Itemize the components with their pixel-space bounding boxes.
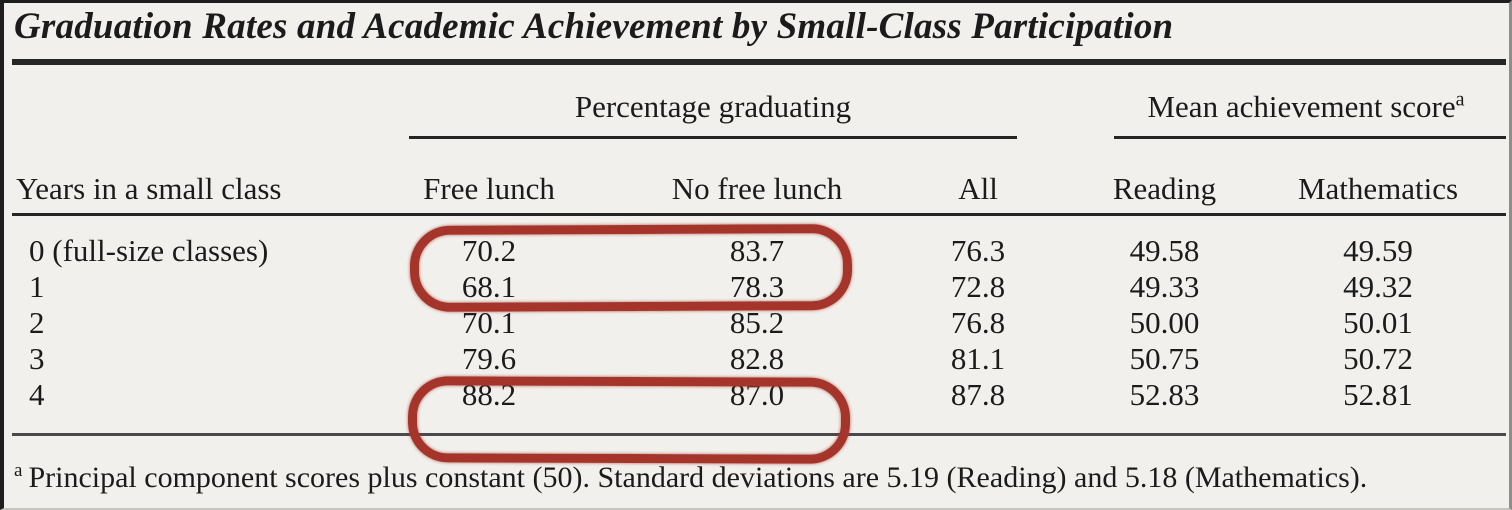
cell-mathematics: 52.81 [1343,377,1413,412]
table-body: 0 (full-size classes) 70.2 83.7 76.3 49.… [4,233,1509,413]
column-header-all: All [958,171,998,206]
cell-no-free-lunch: 78.3 [729,269,785,304]
table-title: Graduation Rates and Academic Achievemen… [14,6,1174,47]
cell-free-lunch: 68.1 [461,269,517,304]
table-row: 0 (full-size classes) 70.2 83.7 76.3 49.… [4,233,1509,269]
cell-no-free-lunch: 85.2 [729,305,785,340]
footnote-text: Principal component scores plus constant… [28,461,1368,494]
column-header-mathematics: Mathematics [1297,171,1459,206]
percentage-graduating-underline [409,136,1017,139]
row-label: 1 [29,269,45,304]
cell-all: 72.8 [950,269,1006,304]
cell-mathematics: 50.72 [1343,341,1413,376]
cell-no-free-lunch: 87.0 [729,377,785,412]
cell-free-lunch: 88.2 [461,377,517,412]
cell-mathematics: 50.01 [1343,305,1413,340]
table-row: 1 68.1 78.3 72.8 49.33 49.32 [4,269,1509,305]
row-label: 2 [29,305,45,340]
cell-reading: 50.75 [1129,341,1200,376]
cell-reading: 52.83 [1129,377,1200,412]
cell-all: 87.8 [950,377,1006,412]
title-rule [12,59,1506,65]
table-bottom-rule [12,433,1506,436]
footnote-marker: a [14,460,23,481]
cell-free-lunch: 70.2 [461,233,517,268]
cell-no-free-lunch: 83.7 [729,233,785,268]
column-group-percentage-graduating: Percentage graduating [574,89,852,124]
column-header-years-in-small-class: Years in a small class [16,171,282,206]
row-label: 0 (full-size classes) [29,233,269,268]
cell-all: 76.3 [950,233,1006,268]
cell-mathematics: 49.32 [1343,269,1413,304]
row-label: 4 [29,377,45,412]
cell-mathematics: 49.59 [1343,233,1413,268]
column-header-free-lunch: Free lunch [423,171,555,206]
cell-free-lunch: 79.6 [461,341,517,376]
mean-achievement-score-label: Mean achievement score [1147,89,1456,124]
header-rule [12,213,1506,216]
table-row: 2 70.1 85.2 76.8 50.00 50.01 [4,305,1509,341]
row-label: 3 [29,341,45,376]
cell-reading: 50.00 [1129,305,1200,340]
cell-reading: 49.58 [1129,233,1200,268]
column-header-no-free-lunch: No free lunch [671,171,843,206]
cell-no-free-lunch: 82.8 [729,341,785,376]
table-row: 3 79.6 82.8 81.1 50.75 50.72 [4,341,1509,377]
footnote-marker-superscript: a [1455,88,1465,111]
cell-all: 81.1 [950,341,1006,376]
cell-reading: 49.33 [1129,269,1200,304]
column-group-mean-achievement-score: Mean achievement scorea [1104,89,1508,125]
table-footnote: a Principal component scores plus constan… [14,461,1367,495]
column-header-reading: Reading [1112,171,1217,206]
table-row: 4 88.2 87.0 87.8 52.83 52.81 [4,377,1509,413]
cell-all: 76.8 [950,305,1006,340]
cell-free-lunch: 70.1 [461,305,517,340]
mean-achievement-score-underline [1114,136,1506,139]
